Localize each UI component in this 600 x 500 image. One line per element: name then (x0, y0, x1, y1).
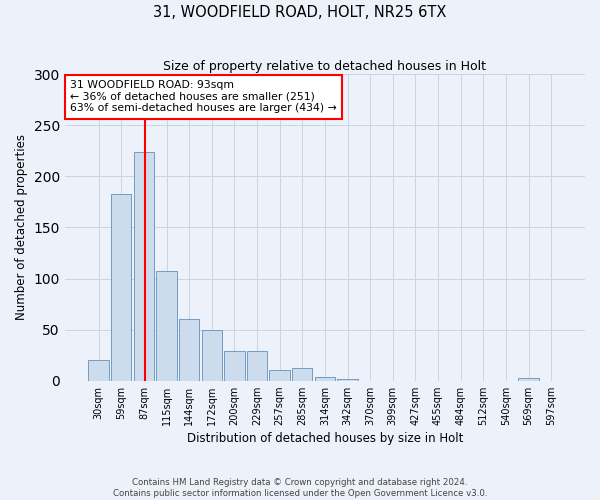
Bar (202, 330, 222, 380)
Text: 31 WOODFIELD ROAD: 93sqm
← 36% of detached houses are smaller (251)
63% of semi-: 31 WOODFIELD ROAD: 93sqm ← 36% of detach… (70, 80, 337, 114)
Bar (518, 378, 539, 380)
Bar (134, 152, 154, 380)
Bar (247, 351, 267, 380)
Bar (337, 378, 358, 380)
Bar (315, 376, 335, 380)
Bar (179, 320, 199, 380)
X-axis label: Distribution of detached houses by size in Holt: Distribution of detached houses by size … (187, 432, 463, 445)
Bar (88, 360, 109, 380)
Y-axis label: Number of detached properties: Number of detached properties (15, 134, 28, 320)
Bar (292, 368, 313, 380)
Bar (111, 194, 131, 380)
Text: 31, WOODFIELD ROAD, HOLT, NR25 6TX: 31, WOODFIELD ROAD, HOLT, NR25 6TX (154, 5, 446, 20)
Bar (269, 370, 290, 380)
Bar (224, 351, 245, 380)
Text: Contains HM Land Registry data © Crown copyright and database right 2024.
Contai: Contains HM Land Registry data © Crown c… (113, 478, 487, 498)
Bar (157, 272, 176, 380)
Title: Size of property relative to detached houses in Holt: Size of property relative to detached ho… (163, 60, 487, 73)
